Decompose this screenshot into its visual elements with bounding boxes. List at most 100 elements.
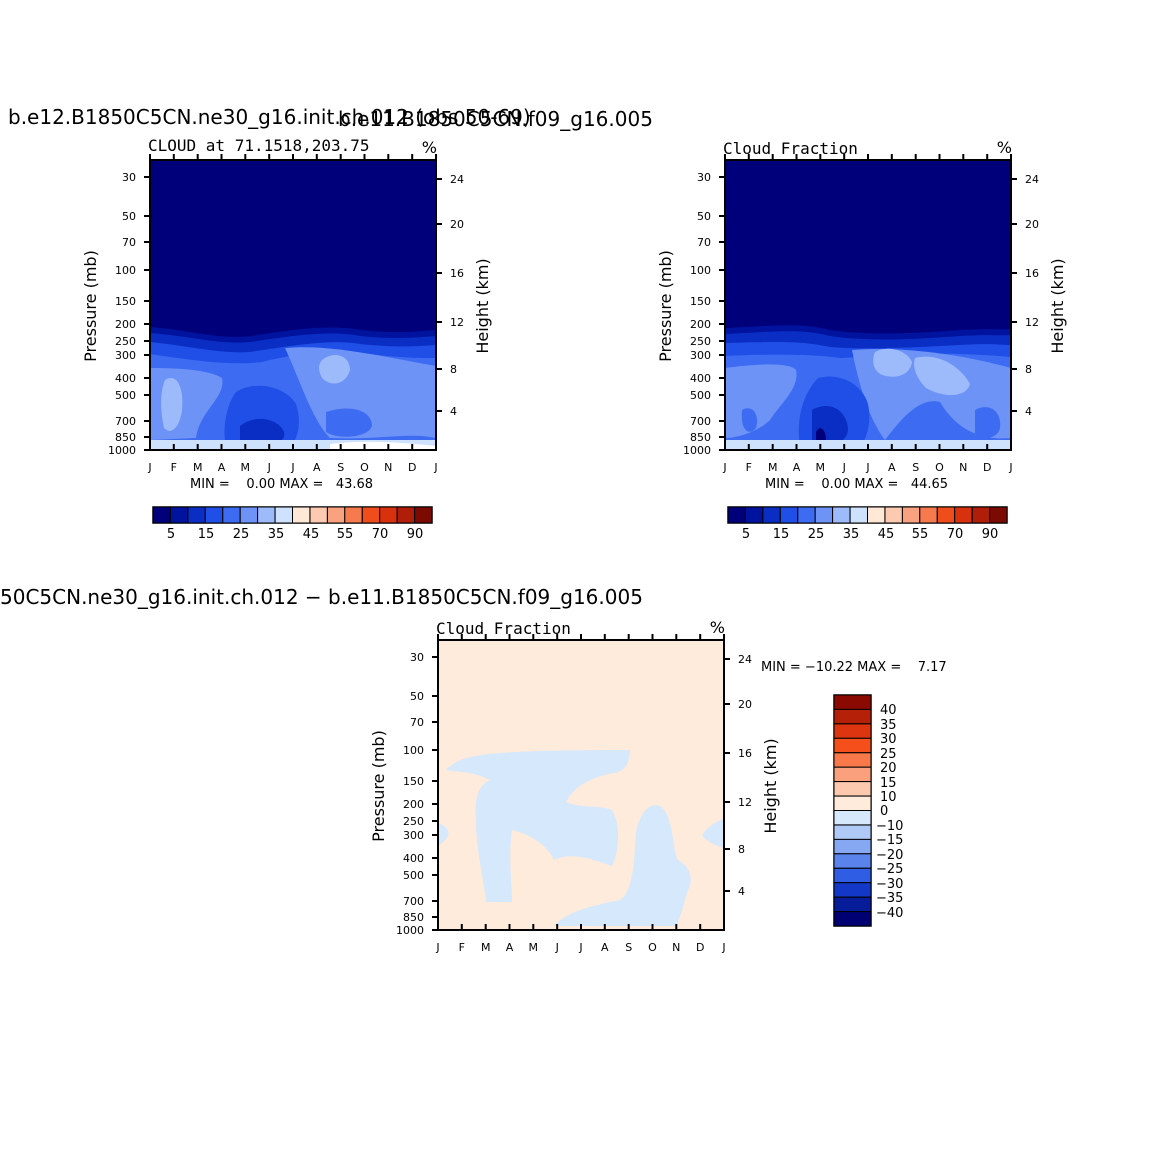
y-axis-label: Pressure (mb) [656, 250, 675, 362]
colorbar-label: 90 [982, 527, 999, 542]
y-tick-label: 850 [403, 911, 424, 924]
x-tick-label: F [171, 461, 177, 474]
y-tick-label: 70 [122, 236, 136, 249]
colorbar-swatch [414, 506, 433, 524]
x-tick-label: J [1008, 461, 1012, 474]
y-tick-label: 250 [690, 335, 711, 348]
y-tick-label: 100 [403, 744, 424, 757]
colorbar-label: 35 [268, 527, 285, 542]
contour-layer [741, 408, 758, 432]
y-right-tick-label: 8 [1025, 363, 1032, 376]
tick-marks [437, 634, 725, 930]
colorbar-label: 25 [808, 527, 825, 542]
colorbar-swatch [152, 506, 171, 524]
x-tick-label: J [722, 461, 726, 474]
y-right-tick-label: 20 [738, 698, 752, 711]
colorbar-swatch [239, 506, 259, 524]
x-tick-label: S [625, 941, 632, 954]
tick-marks [724, 658, 730, 892]
y-tick-label: 300 [690, 349, 711, 362]
colorbar-label: 25 [880, 747, 897, 762]
x-axis-ticks: J F M A M J J A S O N D J [435, 634, 726, 954]
y-tick-label: 400 [690, 372, 711, 385]
y-tick-label: 300 [115, 349, 136, 362]
colorbar-swatch [222, 506, 241, 524]
colorbar-swatch [832, 506, 851, 524]
colorbar-swatch [833, 810, 872, 826]
contour-layer [702, 818, 724, 848]
x-tick-label: O [648, 941, 657, 954]
colorbar-swatch [797, 506, 816, 524]
x-axis-ticks: J F M A M J J A S O N D J [722, 154, 1013, 474]
panel-2: J F M A M J J A S O N D J 30 50 70 100 1… [338, 107, 1067, 542]
colorbar-label: 40 [880, 703, 897, 718]
colorbar-swatch [919, 506, 938, 524]
x-tick-label: S [912, 461, 919, 474]
colorbar-label: 10 [880, 790, 897, 805]
y-tick-label: 700 [403, 895, 424, 908]
colorbar-swatch [833, 781, 872, 797]
colorbar-swatch [744, 506, 764, 524]
y-right-tick-label: 12 [738, 796, 752, 809]
x-tick-label: J [721, 941, 725, 954]
y-right-tick-label: 8 [738, 843, 745, 856]
colorbar-swatch [169, 506, 189, 524]
x-tick-label: J [435, 941, 439, 954]
x-axis-ticks: J F M A M J J A S O N D J [147, 154, 438, 474]
colorbar-swatch [326, 506, 346, 524]
colorbar-label: −20 [876, 848, 903, 863]
colorbar-label: 15 [880, 776, 897, 791]
x-tick-label: M [768, 461, 778, 474]
y-axis-right: 24 20 16 12 8 4 [724, 653, 752, 898]
x-tick-label: M [193, 461, 203, 474]
colorbar-swatch [379, 506, 398, 524]
x-tick-label: J [147, 461, 151, 474]
y-axis-left: 30 50 70 100 150 200 250 300 400 500 700… [396, 651, 438, 937]
colorbar-swatch [884, 506, 903, 524]
colorbar: 5 15 25 35 45 55 70 90 [152, 506, 433, 542]
contour-layer [330, 441, 436, 450]
x-tick-label: M [241, 461, 251, 474]
colorbar-swatch [833, 752, 872, 768]
x-tick-label: J [865, 461, 869, 474]
x-tick-label: A [218, 461, 226, 474]
colorbar-swatch [936, 506, 956, 524]
y-right-tick-label: 8 [450, 363, 457, 376]
colorbar-label: 15 [773, 527, 790, 542]
y-axis-label: Pressure (mb) [81, 250, 100, 362]
y-tick-label: 50 [697, 210, 711, 223]
x-tick-label: D [408, 461, 416, 474]
contour-layer [975, 407, 1001, 438]
x-tick-label: A [601, 941, 609, 954]
colorbar-swatch [396, 506, 416, 524]
contour-layer [914, 356, 970, 396]
y-right-tick-label: 24 [738, 653, 752, 666]
y-tick-label: 250 [115, 335, 136, 348]
colorbar-swatch [833, 838, 872, 855]
colorbar-label: 5 [742, 527, 750, 542]
panel-title: b.e12.B1850C5CN.ne30_g16.init.ch.012 (ob… [8, 105, 531, 129]
colorbar-swatch [833, 694, 872, 710]
colorbar-swatch [833, 911, 872, 927]
colorbar-label: −10 [876, 819, 903, 834]
y-right-tick-label: 16 [450, 267, 464, 280]
tick-marks [1011, 178, 1017, 412]
panel-1: J F M A M J J A S O N D J 30 50 70 100 1… [8, 105, 531, 542]
colorbar-swatch [814, 506, 834, 524]
y-right-tick-label: 20 [450, 218, 464, 231]
x-tick-label: S [337, 461, 344, 474]
panel-3-plot-area [437, 639, 725, 931]
x-tick-label: M [481, 941, 491, 954]
x-tick-label: A [888, 461, 896, 474]
x-tick-label: J [578, 941, 582, 954]
colorbar-swatch [344, 506, 363, 524]
colorbar-swatch [833, 867, 872, 884]
y-right-tick-label: 12 [450, 316, 464, 329]
colorbar-label: 45 [303, 527, 320, 542]
x-tick-label: M [529, 941, 539, 954]
y-tick-label: 30 [122, 171, 136, 184]
colorbar-swatch [833, 896, 872, 913]
y-right-tick-label: 24 [1025, 173, 1039, 186]
y-tick-label: 100 [690, 264, 711, 277]
